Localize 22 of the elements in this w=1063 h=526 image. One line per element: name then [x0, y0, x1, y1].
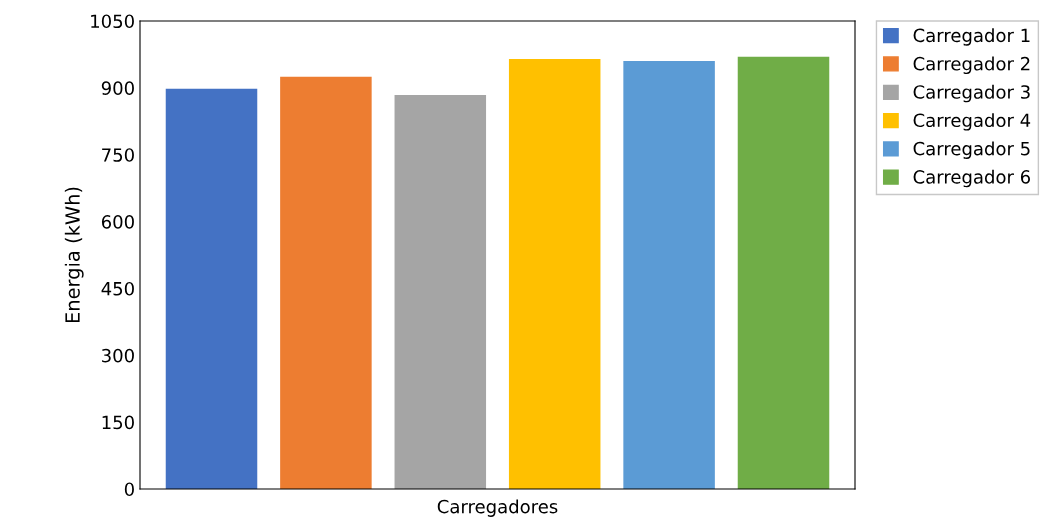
bar: [623, 61, 715, 489]
legend-label: Carregador 4: [913, 113, 1031, 131]
y-axis-title: Energia (kWh): [64, 187, 84, 323]
x-axis-title: Carregadores: [437, 499, 558, 517]
legend-label: Carregador 1: [913, 28, 1030, 46]
legend-label: Carregador 5: [913, 141, 1030, 159]
y-tick-label: 0: [124, 482, 134, 497]
y-tick-label: 1050: [91, 14, 134, 29]
y-tick-label: 300: [102, 348, 134, 363]
bar: [737, 56, 830, 489]
legend-label: Carregador 6: [913, 169, 1031, 188]
y-tick-label: 150: [102, 415, 134, 430]
y-tick-label: 750: [102, 148, 134, 162]
legend-label: Carregador 2: [913, 56, 1030, 74]
y-tick-label: 900: [101, 81, 134, 95]
y-tick-label: 600: [101, 215, 134, 229]
bar: [165, 88, 258, 489]
bar: [280, 76, 372, 489]
legend-label: Carregador 3: [913, 84, 1030, 103]
bar: [508, 58, 601, 489]
y-tick-label: 450: [101, 281, 134, 296]
bar: [394, 94, 487, 489]
